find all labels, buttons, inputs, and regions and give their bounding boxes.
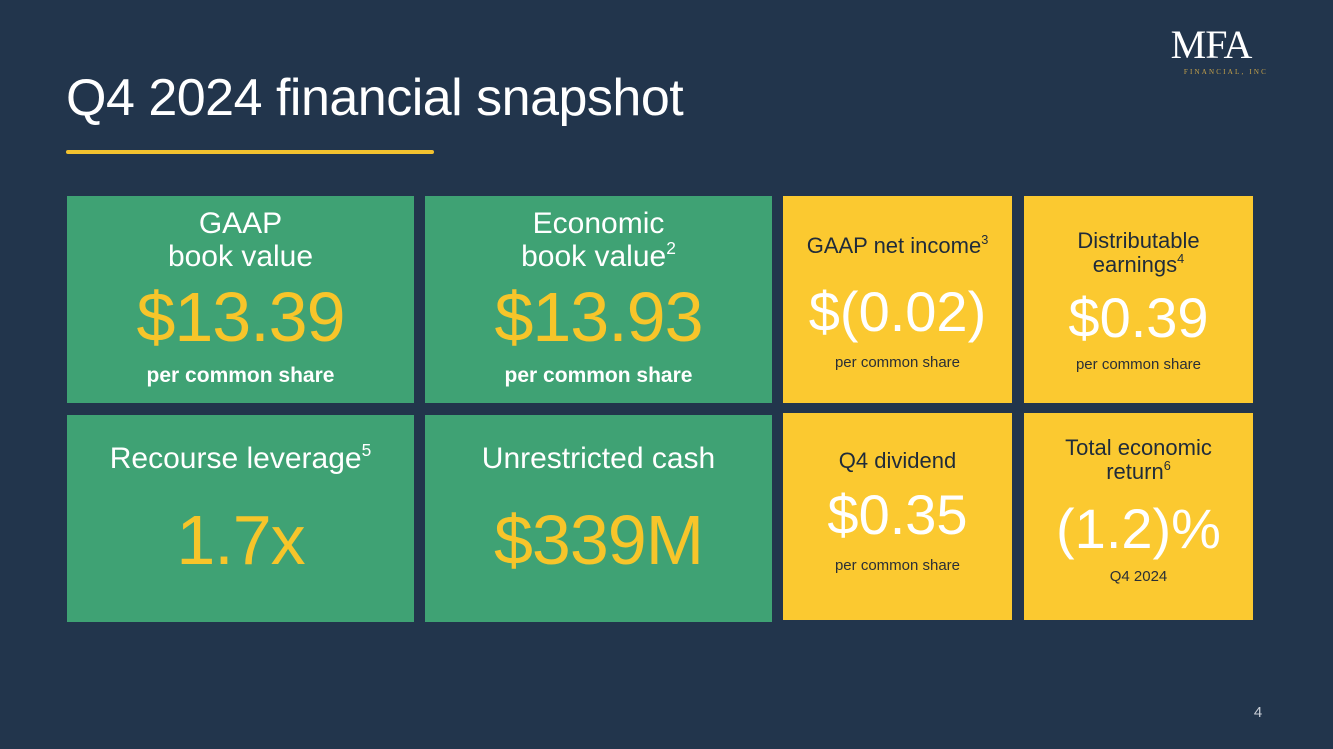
tile-label-text: GAAP net income [806, 233, 982, 258]
footnote-marker: 3 [981, 232, 989, 248]
tile-value: $(0.02) [808, 280, 987, 343]
logo-wordmark: MFA [1170, 22, 1253, 67]
tile-label-line1: Economic [532, 207, 665, 240]
company-logo: MFA FINANCIAL, INC [1150, 22, 1268, 82]
tile-label: Unrestricted cash [481, 442, 716, 475]
tile-label-text: Recourse leverage [109, 442, 362, 475]
tile-value: $13.39 [136, 278, 345, 356]
tile-gaap-book-value: GAAP book value $13.39 per common share [67, 196, 414, 403]
tile-label: GAAP net income3 [783, 232, 1012, 258]
tile-subtext: per common share [146, 364, 335, 387]
tile-subtext: per common share [1075, 356, 1202, 373]
footnote-marker: 2 [666, 237, 676, 258]
tile-label-line2: earnings4 [1024, 251, 1253, 277]
tile-recourse-leverage: Recourse leverage5 1.7x [67, 415, 414, 622]
tile-economic-book-value: Economic book value2 $13.93 per common s… [425, 196, 772, 403]
tile-distributable-earnings: Distributable earnings4 $0.39 per common… [1024, 196, 1253, 403]
footnote-marker: 5 [361, 439, 372, 460]
title-underline [66, 150, 434, 154]
tile-value: (1.2)% [1056, 497, 1221, 560]
tile-label-text: earnings [1092, 252, 1178, 277]
tile-label-line1: Total economic [1065, 435, 1212, 460]
tile-label-line1: Distributable [1077, 228, 1200, 253]
tile-q4-dividend: Q4 dividend $0.35 per common share [783, 413, 1012, 620]
tile-label-line1: GAAP [198, 207, 283, 240]
tile-value: $13.93 [494, 278, 703, 356]
tile-total-economic-return: Total economic return6 (1.2)% Q4 2024 [1024, 413, 1253, 620]
tile-unrestricted-cash: Unrestricted cash $339M [425, 415, 772, 622]
tile-label-line2: book value [167, 240, 314, 273]
tile-subtext: per common share [834, 354, 961, 371]
tile-label: Recourse leverage5 [67, 439, 414, 475]
tile-label-text: book value [521, 240, 667, 273]
tile-subtext: per common share [504, 364, 693, 387]
footnote-marker: 6 [1163, 458, 1171, 474]
footnote-marker: 4 [1177, 251, 1185, 267]
tile-value: $339M [493, 501, 704, 579]
tile-subtext: per common share [834, 557, 961, 574]
tile-label: Q4 dividend [838, 448, 957, 473]
tile-value: 1.7x [176, 501, 305, 579]
tile-value: $0.35 [827, 483, 968, 546]
tile-subtext: Q4 2024 [1109, 568, 1168, 585]
tile-label-text: return [1106, 459, 1164, 484]
tile-label-line2: return6 [1024, 458, 1253, 484]
page-number: 4 [1253, 704, 1263, 721]
tile-label-line2: book value2 [425, 237, 772, 273]
logo-subtitle: FINANCIAL, INC [1183, 68, 1268, 76]
page-title: Q4 2024 financial snapshot [66, 69, 684, 127]
tile-value: $0.39 [1068, 286, 1209, 349]
tile-gaap-net-income: GAAP net income3 $(0.02) per common shar… [783, 196, 1012, 403]
